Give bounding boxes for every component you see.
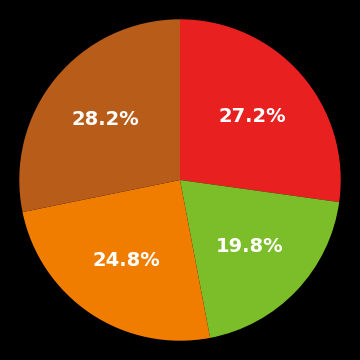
Wedge shape xyxy=(23,180,210,341)
Wedge shape xyxy=(180,180,339,338)
Text: 24.8%: 24.8% xyxy=(93,251,160,270)
Text: 19.8%: 19.8% xyxy=(216,237,284,256)
Text: 28.2%: 28.2% xyxy=(71,109,139,129)
Text: 27.2%: 27.2% xyxy=(219,107,287,126)
Wedge shape xyxy=(180,19,341,202)
Wedge shape xyxy=(19,19,180,212)
